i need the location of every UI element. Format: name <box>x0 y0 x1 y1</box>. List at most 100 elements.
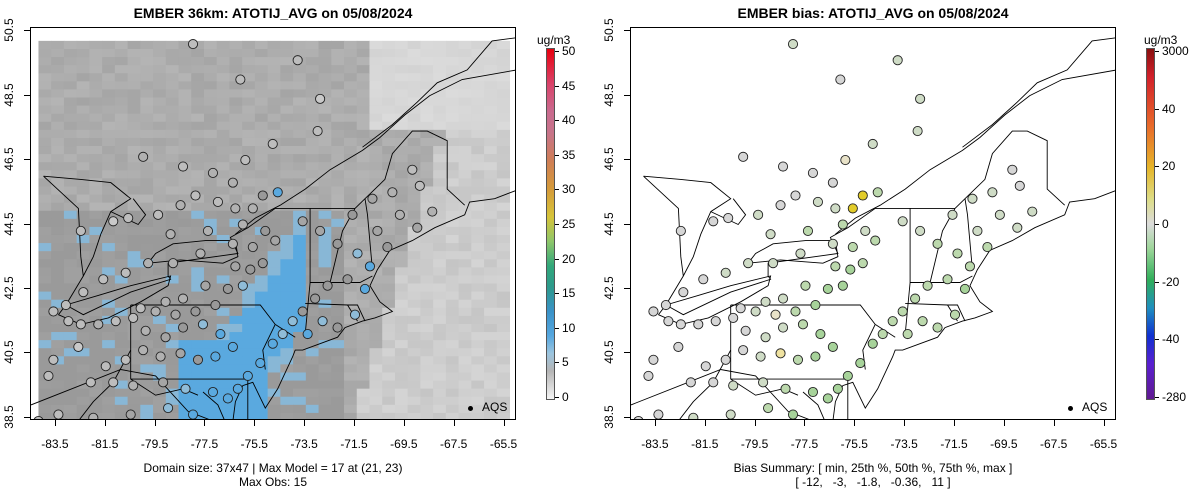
model-grid-cell <box>445 186 460 196</box>
model-grid-cell <box>127 57 141 66</box>
model-grid-cell <box>242 97 256 107</box>
station-marker <box>738 151 749 162</box>
station-marker <box>222 283 233 294</box>
model-grid-cell <box>433 89 447 98</box>
model-grid-cell <box>114 40 129 50</box>
station-marker <box>915 225 926 236</box>
model-grid-cell <box>267 404 281 414</box>
model-grid-cell <box>369 412 383 419</box>
model-grid-cell <box>280 404 294 414</box>
model-grid-cell <box>433 81 447 90</box>
model-grid-cell <box>216 323 230 333</box>
model-grid-cell <box>407 97 421 107</box>
model-grid-cell <box>433 73 447 82</box>
model-grid-cell <box>356 113 370 123</box>
model-grid-cell <box>407 251 421 260</box>
model-grid-cell <box>153 323 167 333</box>
model-grid-cell <box>407 57 421 66</box>
y-tick-label: 50.5 <box>602 18 616 42</box>
model-grid-cell <box>458 243 472 252</box>
station-marker <box>60 299 71 311</box>
model-grid-cell <box>369 348 383 357</box>
model-grid-cell <box>153 137 167 147</box>
model-grid-cell <box>229 210 243 220</box>
model-grid-cell <box>407 332 421 341</box>
model-grid-cell <box>178 57 192 66</box>
model-grid-cell <box>305 218 320 228</box>
station-marker <box>177 293 189 304</box>
model-grid-cell <box>178 340 192 349</box>
model-grid-cell <box>165 291 180 301</box>
model-grid-cell <box>471 97 485 107</box>
model-grid-cell <box>445 170 460 179</box>
model-grid-cell <box>344 380 358 390</box>
y-tick-label: 40.5 <box>602 340 616 365</box>
station-marker <box>787 409 799 419</box>
model-grid-cell <box>38 202 52 212</box>
station-marker <box>292 55 303 66</box>
model-grid-cell <box>267 81 281 90</box>
model-grid-cell <box>344 291 358 301</box>
station-marker <box>660 299 671 311</box>
model-grid-cell <box>114 396 129 406</box>
station-marker <box>267 338 278 349</box>
model-grid-cell <box>242 332 256 341</box>
model-grid-cell <box>216 234 230 244</box>
model-grid-cell <box>89 121 103 131</box>
model-grid-cell <box>484 323 498 333</box>
model-grid-cell <box>280 210 294 220</box>
model-grid-cell <box>445 154 460 163</box>
model-grid-cell <box>369 340 383 349</box>
model-grid-cell <box>203 121 218 131</box>
station-marker <box>1027 206 1038 217</box>
station-marker <box>685 377 696 388</box>
model-grid-cell <box>51 243 65 252</box>
x-tick-mark <box>154 420 156 426</box>
model-grid-cell <box>140 307 154 317</box>
model-grid-cell <box>89 162 103 171</box>
model-grid-cell <box>471 113 485 123</box>
model-grid-cell <box>496 218 511 228</box>
model-grid-cell <box>114 57 129 66</box>
model-grid-cell <box>344 113 358 123</box>
station-marker <box>770 309 781 320</box>
bias-footer-line1: Bias Summary: [ min, 25th %, 50th %, 75t… <box>733 461 1013 475</box>
model-grid-cell <box>254 364 269 373</box>
model-grid-cell <box>356 267 370 276</box>
station-marker <box>367 193 378 204</box>
model-grid-cell <box>267 154 281 163</box>
model-grid-cell <box>331 194 345 204</box>
station-marker <box>780 383 791 394</box>
station-marker <box>673 341 684 352</box>
station-marker <box>755 351 766 362</box>
model-grid-cell <box>445 315 460 325</box>
model-grid-cell <box>76 234 90 244</box>
model-grid-cell <box>89 218 103 228</box>
model-grid-cell <box>484 259 498 268</box>
model-grid-cell <box>305 356 320 365</box>
station-marker <box>942 274 953 285</box>
model-grid-cell <box>114 146 129 155</box>
model-grid-cell <box>445 356 460 365</box>
x-tick-mark <box>704 420 706 426</box>
x-tick-mark <box>204 420 206 426</box>
model-grid-cell <box>344 170 358 179</box>
model-grid-cell <box>191 178 205 187</box>
station-marker <box>777 322 789 333</box>
model-grid-cell <box>102 356 116 365</box>
station-marker <box>270 235 281 246</box>
station-marker <box>394 209 405 220</box>
model-grid-cell <box>394 275 409 285</box>
model-grid-cell <box>63 186 78 196</box>
model-grid-cell <box>484 210 498 220</box>
model-grid-cell <box>369 234 383 244</box>
model-grid-cell <box>382 332 396 341</box>
model-grid-cell <box>153 154 167 163</box>
model-grid-cell <box>63 113 78 123</box>
model-grid-cell <box>433 348 447 357</box>
model-grid-cell <box>305 267 320 276</box>
model-grid-cell <box>484 396 498 406</box>
station-marker <box>807 167 818 179</box>
model-grid-cell <box>318 388 332 398</box>
y-tick-label: 42.5 <box>2 276 16 300</box>
